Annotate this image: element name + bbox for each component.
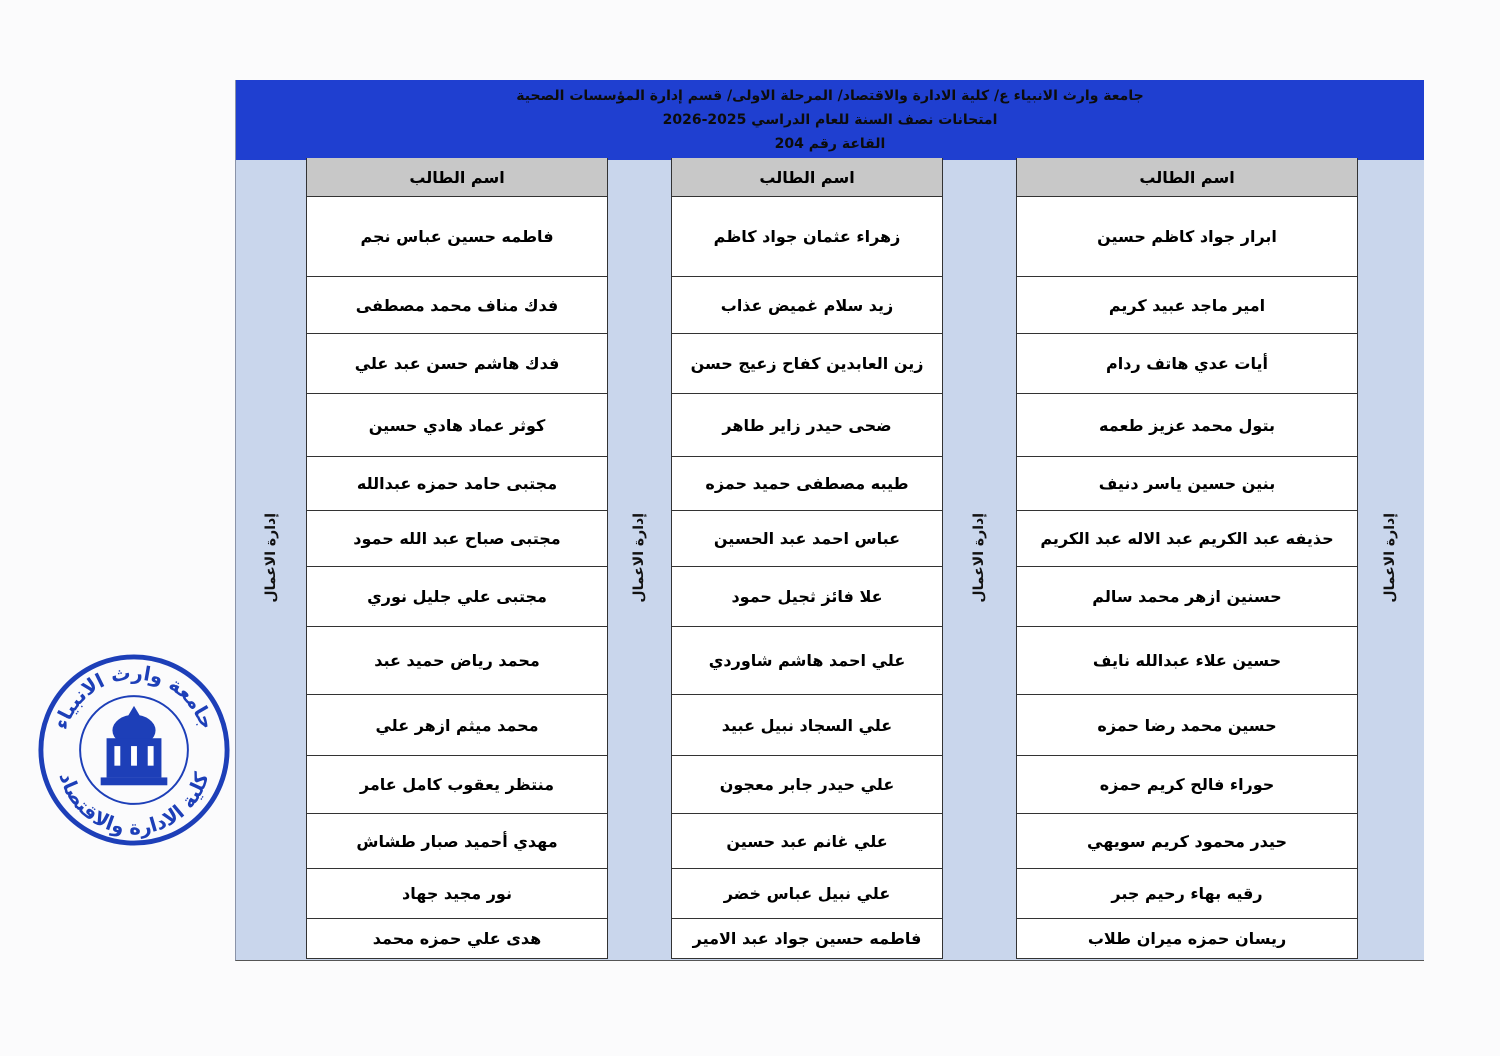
student-name-cell: ابرار جواد كاظم حسين [1017, 197, 1357, 277]
department-strip: إدارة الاعمال [941, 158, 1016, 958]
header-banner: جامعة وارث الانبياء ع/ كلية الادارة والا… [236, 80, 1424, 160]
student-name-cell: بتول محمد عزيز طعمه [1017, 394, 1357, 457]
student-name-cell: أيات عدي هاتف ردام [1017, 334, 1357, 394]
student-column: اسم الطالب ابرار جواد كاظم حسين امير ماجد … [1016, 158, 1358, 959]
student-name-cell: مجتبى علي جليل نوري [307, 567, 607, 627]
column-header-student-name: اسم الطالب [672, 158, 942, 197]
student-name-cell: فدك هاشم حسن عبد علي [307, 334, 607, 394]
student-name-cell: امير ماجد عبيد كريم [1017, 277, 1357, 334]
department-label: إدارة الاعمال [970, 513, 987, 603]
building-emblem-icon [100, 705, 168, 786]
university-stamp: جامعة وارث الانبياء كلية الادارة والاقتص… [38, 654, 230, 846]
student-name-cell: حيدر محمود كريم سويهي [1017, 814, 1357, 869]
student-name-cell: منتظر يعقوب كامل عامر [307, 756, 607, 814]
department-label: إدارة الاعمال [263, 513, 279, 603]
department-strip: إدارة الاعمال [236, 158, 306, 958]
student-name-cell: علي احمد هاشم شاوردي [672, 627, 942, 695]
student-name-cell: علي حيدر جابر معجون [672, 756, 942, 814]
student-name-cell: حسين علاء عبدالله نايف [1017, 627, 1357, 695]
department-label: إدارة الاعمال [1382, 513, 1398, 603]
student-name-cell: مهدي أحميد صبار طشاش [307, 814, 607, 869]
student-name-cell: كوثر عماد هادي حسين [307, 394, 607, 457]
student-column: اسم الطالب فاطمه حسين عباس نجم فدك مناف مح… [306, 158, 608, 959]
student-name-cell: هدى علي حمزه محمد [307, 919, 607, 959]
student-name-cell: علي نبيل عباس خضر [672, 869, 942, 919]
student-name-cell: ضحى حيدر زاير طاهر [672, 394, 942, 457]
student-name-cell: مجتبى صباح عبد الله حمود [307, 511, 607, 567]
student-name-cell: فاطمه حسين جواد عبد الامير [672, 919, 942, 959]
department-strip: إدارة الاعمال [606, 158, 671, 958]
student-name-cell: حسين محمد رضا حمزه [1017, 695, 1357, 756]
student-name-cell: رقيه بهاء رحيم جبر [1017, 869, 1357, 919]
student-name-cell: زيد سلام غميض عذاب [672, 277, 942, 334]
header-line-university: جامعة وارث الانبياء ع/ كلية الادارة والا… [516, 88, 1144, 104]
department-label: إدارة الاعمال [630, 513, 647, 603]
student-name-cell: علا فائز ثجيل حمود [672, 567, 942, 627]
column-header-student-name: اسم الطالب [1017, 158, 1357, 197]
student-name-cell: طيبه مصطفى حميد حمزه [672, 457, 942, 511]
student-name-cell: فاطمه حسين عباس نجم [307, 197, 607, 277]
student-name-cell: محمد رياض حميد عبد [307, 627, 607, 695]
student-name-cell: حسنين ازهر محمد سالم [1017, 567, 1357, 627]
exam-seating-sheet: جامعة وارث الانبياء ع/ كلية الادارة والا… [235, 80, 1424, 961]
student-name-cell: زهراء عثمان جواد كاظم [672, 197, 942, 277]
student-name-cell: فدك مناف محمد مصطفى [307, 277, 607, 334]
student-name-cell: عباس احمد عبد الحسين [672, 511, 942, 567]
student-name-cell: علي السجاد نبيل عبيد [672, 695, 942, 756]
student-name-cell: بنين حسين ياسر دنيف [1017, 457, 1357, 511]
department-strip: إدارة الاعمال [1356, 158, 1424, 958]
student-name-cell: نور مجيد جهاد [307, 869, 607, 919]
column-header-student-name: اسم الطالب [307, 158, 607, 197]
student-name-cell: زين العابدين كفاح زعيج حسن [672, 334, 942, 394]
header-line-exam: امتحانات نصف السنة للعام الدراسي 2025-20… [662, 112, 998, 128]
student-name-cell: مجتبى حامد حمزه عبدالله [307, 457, 607, 511]
student-name-cell: محمد ميثم ازهر علي [307, 695, 607, 756]
student-name-cell: ريسان حمزه ميران طلاب [1017, 919, 1357, 959]
header-line-hall: القاعة رقم 204 [774, 136, 886, 152]
student-name-cell: علي غانم عبد حسين [672, 814, 942, 869]
student-name-cell: حذيفه عبد الكريم عبد الاله عبد الكريم [1017, 511, 1357, 567]
student-name-cell: حوراء فالح كريم حمزه [1017, 756, 1357, 814]
student-column: اسم الطالب زهراء عثمان جواد كاظم زيد سلام … [671, 158, 943, 959]
